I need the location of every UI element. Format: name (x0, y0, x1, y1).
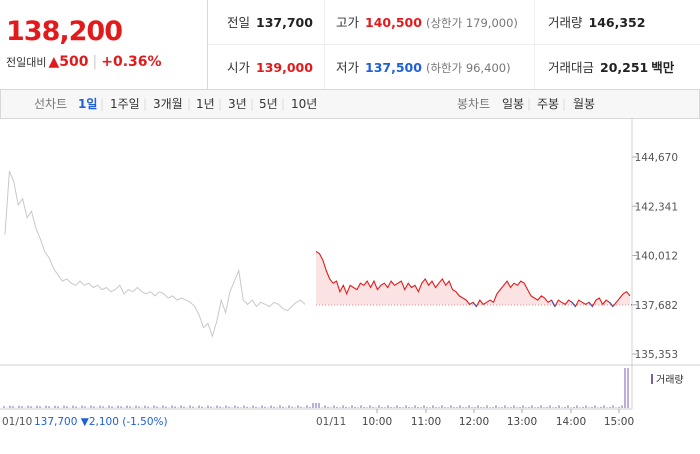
tab-3months[interactable]: 3개월 (153, 97, 183, 111)
amount-unit: 백만 (651, 60, 675, 75)
lower-limit: (하한가 96,400) (425, 61, 511, 75)
today-down-segment (609, 301, 614, 307)
x-tick-label: 10:00 (362, 416, 392, 428)
x-tick-label: 11:00 (411, 416, 441, 428)
prev-close-value: 137,700 (256, 15, 313, 30)
stats-row: 전일 137,700 고가 140,500 (상한가 179,000) 거래량 146,… (208, 0, 700, 45)
change-divider: | (92, 54, 98, 70)
line-chart-label: 선차트 (34, 97, 68, 111)
y-tick-label: 142,341 (635, 201, 678, 213)
volume-legend-label: 거래량 (656, 374, 684, 386)
upper-limit: (상한가 179,000) (425, 16, 518, 30)
y-tick-label: 144,670 (635, 152, 678, 164)
open-value: 139,000 (256, 60, 313, 75)
y-tick-label: 135,353 (635, 349, 678, 361)
column-divider (324, 0, 325, 89)
prev-close-label: 137,700 ▼2,100 (-1.50%) (34, 416, 168, 428)
x-axis: 01/10 137,700 ▼2,100 (-1.50%) 01/11 10:00 11… (0, 408, 634, 428)
tab-divider: | (562, 97, 567, 111)
amount-value: 20,251 (600, 60, 649, 75)
tab-divider: | (100, 97, 105, 111)
tab-1week[interactable]: 1주일 (110, 97, 140, 111)
current-price: 138,200 (6, 16, 123, 47)
x-date-label: 01/10 (2, 416, 32, 428)
tab-divider: | (187, 97, 192, 111)
tab-monthly-candle[interactable]: 월봉 (573, 97, 596, 111)
prev-close-label: 전일 (227, 15, 251, 30)
x-date-label: 01/11 (316, 416, 346, 428)
today-down-segment (588, 301, 593, 307)
x-tick-label: 14:00 (556, 416, 586, 428)
price-change: 전일대비 ▲500 | +0.36% (6, 54, 162, 70)
volume-value: 146,352 (588, 15, 646, 30)
tab-daily-candle[interactable]: 일봉 (502, 97, 525, 111)
quote-header: 138,200 전일대비 ▲500 | +0.36% 전일 137,700 고가 140,… (0, 0, 700, 90)
column-divider (534, 0, 535, 89)
open-cell: 시가 139,000 (227, 45, 313, 89)
price-box: 138,200 전일대비 ▲500 | +0.36% (0, 0, 208, 89)
tab-1year[interactable]: 1년 (196, 97, 215, 111)
prev-day-line (4, 171, 306, 338)
volume-cell: 거래량 146,352 (548, 0, 645, 44)
volume-panel: 거래량 (3, 368, 684, 408)
x-tick-label: 13:00 (507, 416, 537, 428)
today-series (315, 251, 631, 308)
amount-cell: 거래대금 20,251 백만 (548, 45, 674, 89)
candle-chart-label: 봉차트 (457, 97, 491, 111)
change-percent: +0.36% (101, 54, 162, 70)
tab-3years[interactable]: 3년 (228, 97, 247, 111)
chart-grid (0, 119, 700, 409)
today-down-segment (550, 299, 556, 307)
today-down-segment (472, 301, 477, 307)
today-area-fill (316, 251, 630, 305)
tab-1day[interactable]: 1일 (78, 97, 98, 111)
low-label: 저가 (336, 60, 360, 75)
high-value: 140,500 (365, 15, 422, 30)
tab-10years[interactable]: 10년 (291, 97, 318, 111)
tab-weekly-candle[interactable]: 주봉 (537, 97, 560, 111)
tab-divider: | (250, 97, 255, 111)
amount-label: 거래대금 (548, 60, 595, 75)
x-tick-label: 15:00 (604, 416, 634, 428)
y-tick-label: 140,012 (635, 251, 678, 263)
tab-divider: | (143, 97, 148, 111)
prev-day-series (4, 171, 306, 338)
open-label: 시가 (227, 60, 251, 75)
x-tick-label: 12:00 (459, 416, 489, 428)
high-label: 고가 (336, 15, 360, 30)
volume-legend-swatch (651, 374, 653, 384)
up-triangle-icon: ▲ (48, 54, 60, 70)
low-cell: 저가 137,500 (하한가 96,400) (336, 45, 511, 89)
tab-5years[interactable]: 5년 (259, 97, 278, 111)
tab-divider: | (527, 97, 532, 111)
change-value: 500 (59, 54, 89, 70)
stats-row: 시가 139,000 저가 137,500 (하한가 96,400) 거래대금 20,2… (208, 45, 700, 89)
chart-tabs: 선차트 1일 | 1주일 | 3개월 | 1년 | 3년 | 5년 | 10년 … (0, 90, 700, 119)
tab-divider: | (281, 97, 286, 111)
price-chart[interactable]: 144,670 142,341 140,012 137,682 135,353 거래량 … (0, 119, 700, 450)
high-cell: 고가 140,500 (상한가 179,000) (336, 0, 518, 44)
tab-divider: | (218, 97, 223, 111)
stats-table: 전일 137,700 고가 140,500 (상한가 179,000) 거래량 146,… (208, 0, 700, 89)
volume-label: 거래량 (548, 15, 583, 30)
change-label: 전일대비 (6, 56, 47, 69)
y-axis: 144,670 142,341 140,012 137,682 135,353 (635, 152, 678, 361)
y-tick-label: 137,682 (635, 300, 678, 312)
prev-close-cell: 전일 137,700 (227, 0, 313, 44)
low-value: 137,500 (365, 60, 422, 75)
today-down-segment (571, 301, 576, 307)
